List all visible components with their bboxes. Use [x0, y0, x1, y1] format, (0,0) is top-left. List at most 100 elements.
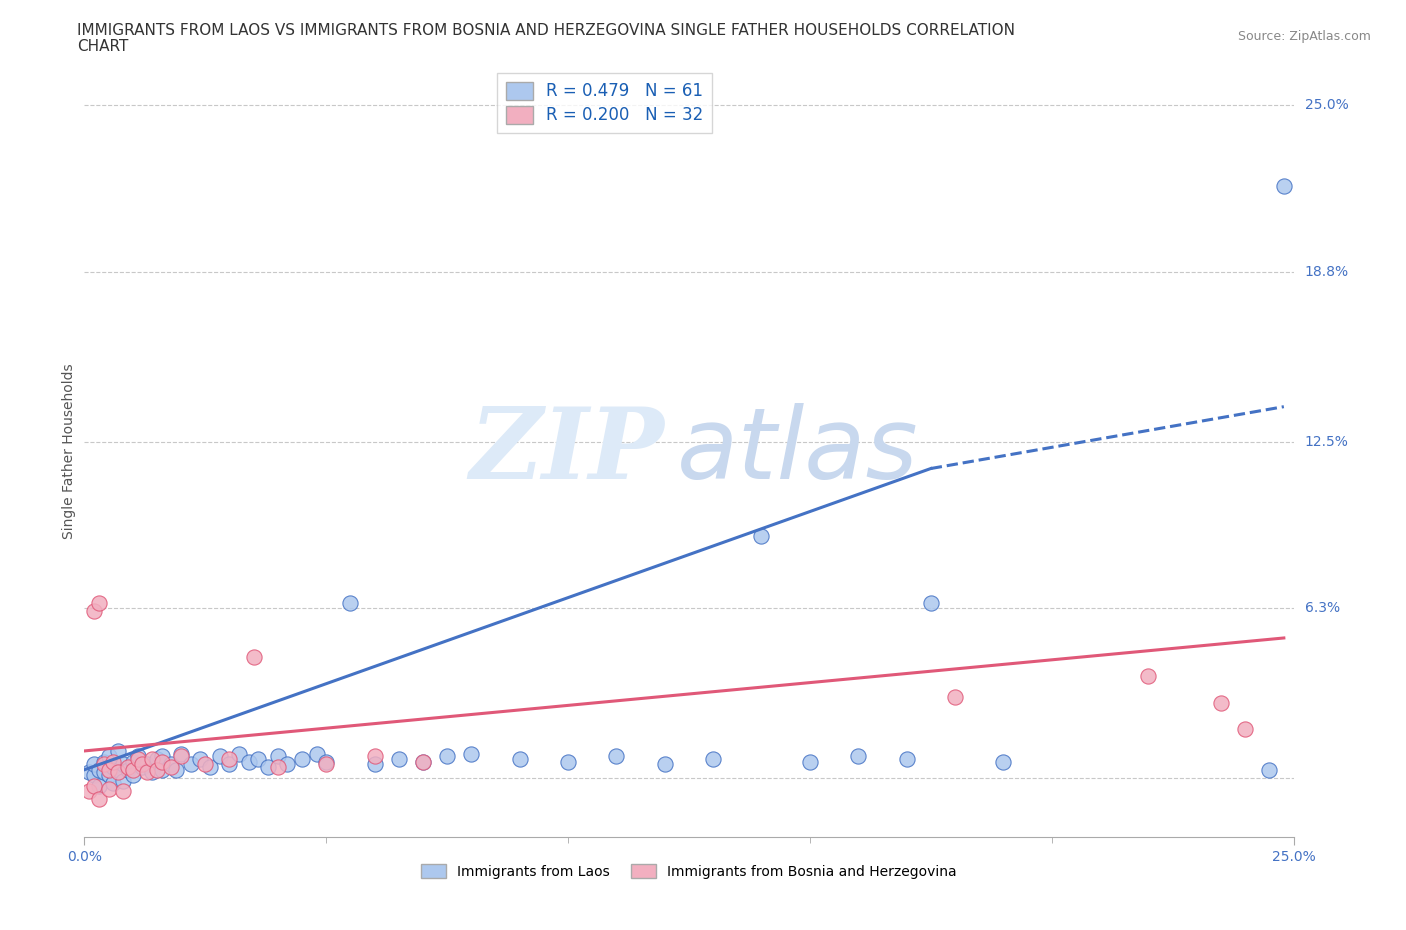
Point	[557, 754, 579, 769]
Point	[460, 746, 482, 761]
Point	[228, 746, 250, 761]
Point	[1272, 179, 1295, 193]
Point	[170, 746, 193, 761]
Point	[412, 754, 434, 769]
Point	[141, 751, 163, 766]
Point	[127, 749, 149, 764]
Point	[87, 763, 110, 777]
Point	[1209, 695, 1232, 710]
Point	[242, 649, 264, 664]
Point	[77, 765, 100, 780]
Point	[509, 751, 531, 766]
Point	[339, 595, 361, 610]
Point	[117, 760, 139, 775]
Point	[1137, 668, 1160, 683]
Point	[388, 751, 411, 766]
Point	[103, 754, 125, 769]
Point	[93, 765, 115, 780]
Point	[87, 792, 110, 807]
Point	[121, 767, 143, 782]
Point	[146, 763, 169, 777]
Point	[363, 757, 385, 772]
Point	[97, 767, 120, 782]
Point	[993, 754, 1015, 769]
Point	[121, 763, 143, 777]
Point	[131, 757, 153, 772]
Point	[751, 528, 773, 543]
Point	[150, 754, 173, 769]
Point	[93, 757, 115, 772]
Point	[170, 749, 193, 764]
Point	[146, 751, 169, 766]
Point	[1258, 763, 1281, 777]
Point	[77, 784, 100, 799]
Point	[165, 763, 187, 777]
Point	[190, 751, 212, 766]
Point	[150, 749, 173, 764]
Text: 12.5%: 12.5%	[1305, 434, 1348, 448]
Text: 25.0%: 25.0%	[1305, 99, 1348, 113]
Point	[799, 754, 821, 769]
Point	[238, 754, 260, 769]
Point	[920, 595, 942, 610]
Point	[112, 773, 135, 788]
Point	[1234, 722, 1257, 737]
Legend: Immigrants from Laos, Immigrants from Bosnia and Herzegovina: Immigrants from Laos, Immigrants from Bo…	[416, 858, 962, 884]
Point	[97, 763, 120, 777]
Text: 18.8%: 18.8%	[1305, 265, 1348, 279]
Point	[194, 757, 217, 772]
Point	[87, 595, 110, 610]
Text: atlas: atlas	[676, 403, 918, 499]
Point	[315, 754, 337, 769]
Point	[267, 749, 290, 764]
Point	[131, 760, 153, 775]
Point	[93, 754, 115, 769]
Point	[97, 749, 120, 764]
Point	[436, 749, 458, 764]
Point	[160, 757, 183, 772]
Point	[150, 763, 173, 777]
Point	[291, 751, 314, 766]
Point	[702, 751, 724, 766]
Point	[103, 760, 125, 775]
Point	[107, 763, 129, 777]
Point	[198, 760, 221, 775]
Point	[605, 749, 627, 764]
Point	[121, 754, 143, 769]
Text: ZIP: ZIP	[470, 403, 665, 499]
Text: 6.3%: 6.3%	[1305, 602, 1340, 616]
Point	[218, 751, 240, 766]
Point	[943, 690, 966, 705]
Point	[141, 765, 163, 780]
Point	[257, 760, 280, 775]
Point	[107, 765, 129, 780]
Point	[363, 749, 385, 764]
Point	[107, 743, 129, 758]
Point	[112, 784, 135, 799]
Point	[87, 778, 110, 793]
Point	[208, 749, 231, 764]
Text: IMMIGRANTS FROM LAOS VS IMMIGRANTS FROM BOSNIA AND HERZEGOVINA SINGLE FATHER HOU: IMMIGRANTS FROM LAOS VS IMMIGRANTS FROM …	[77, 23, 1015, 38]
Point	[218, 757, 240, 772]
Point	[305, 746, 328, 761]
Point	[180, 757, 202, 772]
Point	[103, 776, 125, 790]
Point	[117, 763, 139, 777]
Point	[276, 757, 298, 772]
Point	[412, 754, 434, 769]
Point	[160, 760, 183, 775]
Point	[83, 767, 105, 782]
Point	[127, 751, 149, 766]
Point	[83, 778, 105, 793]
Text: CHART: CHART	[77, 39, 129, 54]
Point	[654, 757, 676, 772]
Point	[267, 760, 290, 775]
Text: Source: ZipAtlas.com: Source: ZipAtlas.com	[1237, 30, 1371, 43]
Y-axis label: Single Father Households: Single Father Households	[62, 364, 76, 538]
Point	[846, 749, 869, 764]
Point	[136, 765, 159, 780]
Point	[83, 604, 105, 618]
Point	[315, 757, 337, 772]
Point	[112, 757, 135, 772]
Point	[136, 757, 159, 772]
